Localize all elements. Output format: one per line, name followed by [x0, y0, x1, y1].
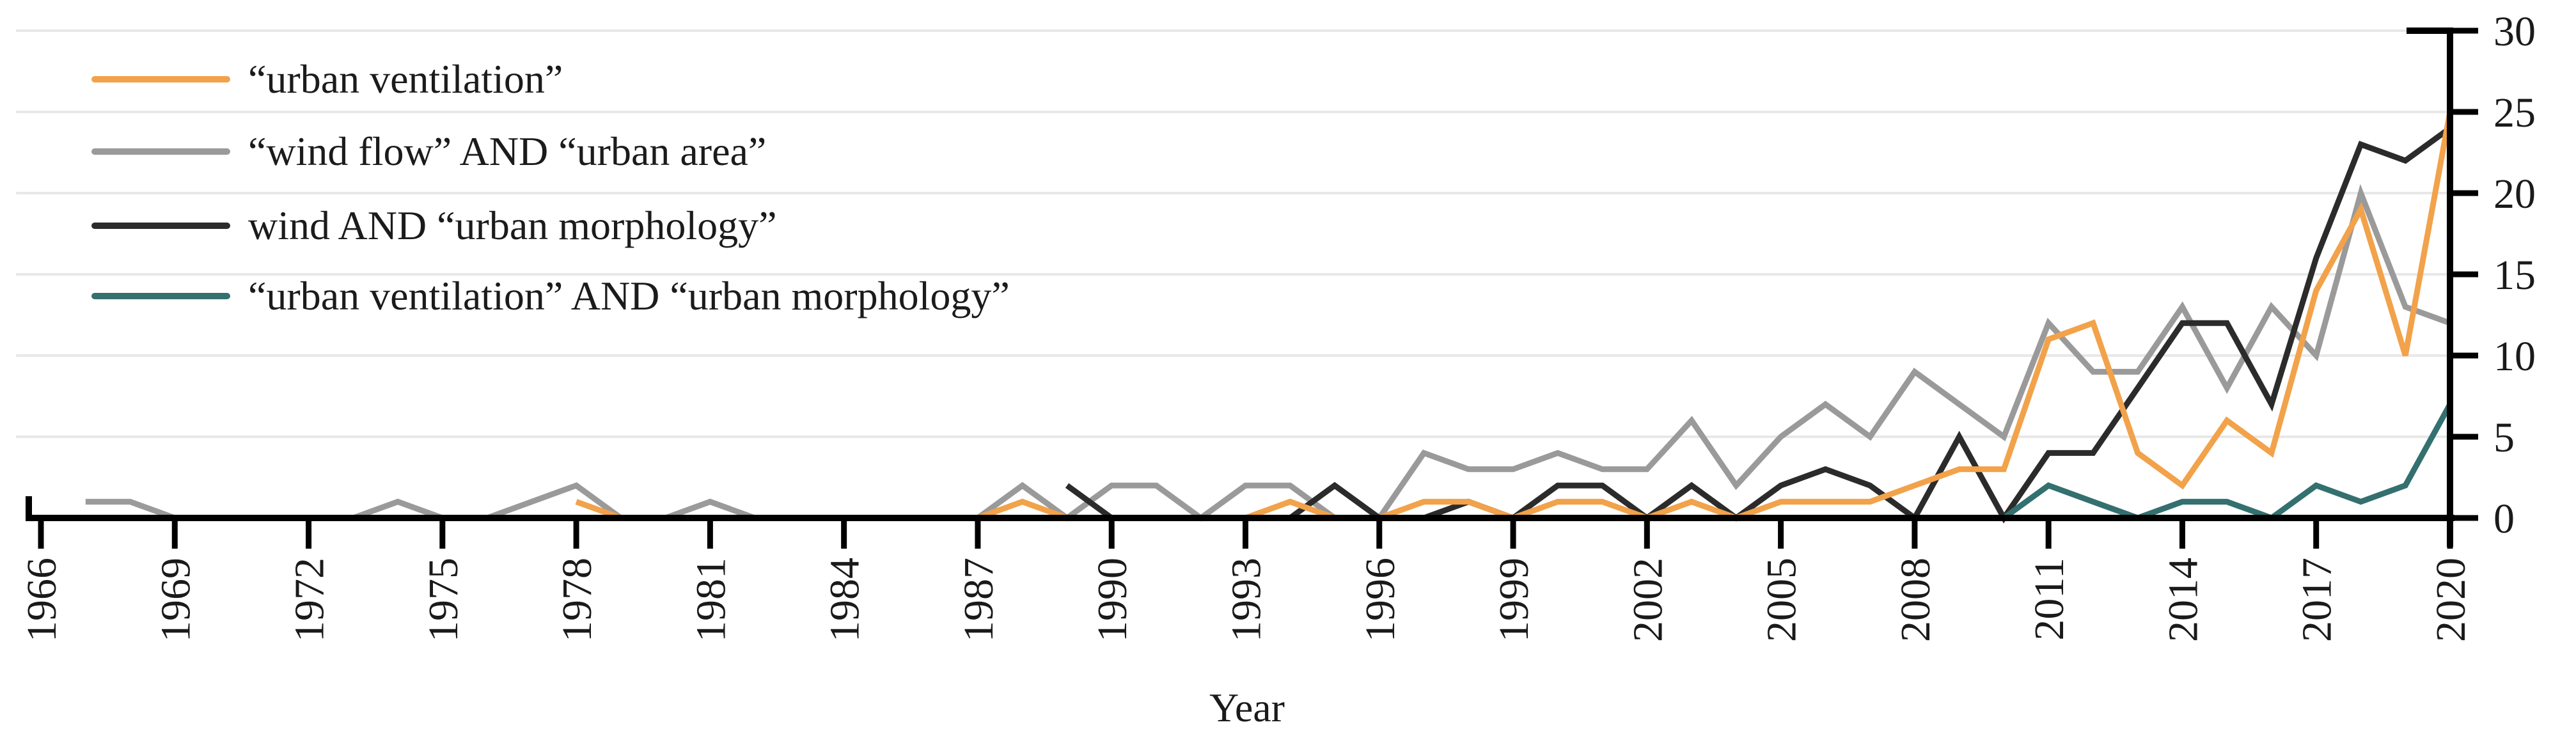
legend-label: “wind flow” AND “urban area”: [248, 129, 767, 174]
y-tick-label: 15: [2494, 252, 2536, 299]
x-tick-label: 1966: [19, 558, 65, 642]
x-tick-label: 2011: [2026, 558, 2073, 641]
legend-swatch-wind-flow-urban-area: [91, 148, 230, 155]
axes: [26, 27, 2454, 547]
x-axis-title: Year: [1209, 685, 1285, 730]
legend-label: “urban ventilation” AND “urban morpholog…: [248, 273, 1010, 318]
legend-swatch-urban-ventilation: [91, 76, 230, 82]
legend-label: wind AND “urban morphology”: [248, 203, 777, 248]
x-tick-label: 1984: [822, 558, 868, 642]
legend-item-wind-flow-urban-area: “wind flow” AND “urban area”: [91, 131, 766, 172]
x-tick-label: 1975: [420, 558, 467, 642]
x-tick-label: 2014: [2160, 558, 2206, 642]
y-tick-label: 20: [2494, 171, 2536, 217]
y-axis-ticks: [2449, 27, 2478, 521]
y-tick-label: 30: [2494, 8, 2536, 55]
y-tick-label: 25: [2494, 90, 2536, 136]
legend-item-urban-ventilation: “urban ventilation”: [91, 59, 563, 100]
x-tick-label: 1972: [287, 558, 333, 642]
series-line-wind-urban-morphology: [1065, 125, 2452, 524]
y-tick-label: 10: [2494, 333, 2536, 380]
series-line-urban-ventilation-urban-morphology: [85, 403, 2453, 522]
x-axis-ticks: [38, 519, 2453, 549]
legend-swatch-wind-urban-morphology: [91, 223, 230, 229]
x-tick-label: 2017: [2294, 558, 2341, 642]
gridlines: [16, 29, 2450, 438]
legend-item-wind-urban-morphology: wind AND “urban morphology”: [91, 205, 777, 246]
x-tick-label: 1978: [554, 558, 601, 642]
x-tick-label: 2005: [1759, 558, 1805, 642]
x-tick-label: 2008: [1892, 558, 1939, 642]
x-tick-label: 2002: [1624, 558, 1671, 642]
x-tick-label: 1990: [1089, 558, 1136, 642]
x-tick-label: 1996: [1357, 558, 1404, 642]
legend-label: “urban ventilation”: [248, 56, 563, 102]
y-tick-label: 5: [2494, 414, 2515, 461]
x-tick-label: 2020: [2428, 558, 2474, 642]
legend-swatch-urban-ventilation-urban-morphology: [91, 293, 230, 299]
x-tick-label: 1981: [687, 558, 734, 642]
y-axis-labels: 0 5 10 15 20 25 30: [2494, 8, 2536, 542]
legend-item-urban-ventilation-urban-morphology: “urban ventilation” AND “urban morpholog…: [91, 276, 1010, 317]
x-tick-label: 1993: [1223, 558, 1269, 642]
x-axis-labels: 1966 1969 1972 1975 1978 1981 1984 1987 1990 1993…: [19, 558, 2474, 642]
x-tick-label: 1969: [152, 558, 199, 642]
x-tick-label: 1999: [1491, 558, 1537, 642]
y-tick-label: 0: [2494, 496, 2515, 542]
x-tick-label: 1987: [955, 558, 1002, 642]
